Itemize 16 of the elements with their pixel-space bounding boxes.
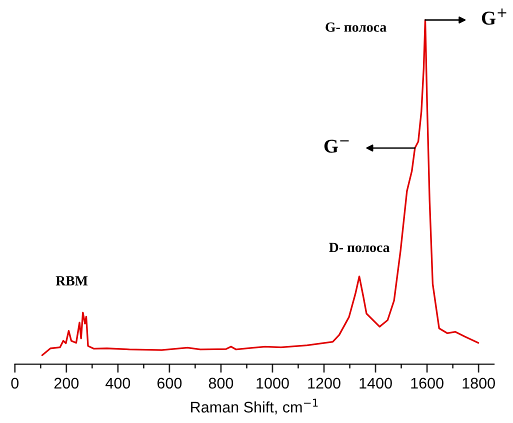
x-tick-label: 600 (157, 378, 182, 389)
annotation: RBM (56, 276, 88, 286)
x-axis-title: Raman Shift, cm$^{−1}$ (191, 398, 318, 414)
x-tick-label: 1600 (411, 378, 444, 389)
x-tick-label: 1000 (256, 378, 289, 389)
x-tick-label: 200 (54, 378, 79, 389)
x-tick-label: 1800 (462, 378, 495, 389)
annotation: G$^{−}$ (324, 140, 349, 153)
x-tick-label: 0 (11, 378, 19, 389)
annotation: G$^{+}$ (482, 8, 506, 25)
annotation: G- полоса (326, 22, 386, 32)
x-tick-label: 1400 (360, 378, 392, 389)
x-tick-label: 1200 (308, 378, 340, 389)
x-tick-label: 800 (208, 378, 234, 389)
annotation: D- полоса (329, 242, 390, 252)
x-tick-label: 400 (106, 378, 130, 389)
